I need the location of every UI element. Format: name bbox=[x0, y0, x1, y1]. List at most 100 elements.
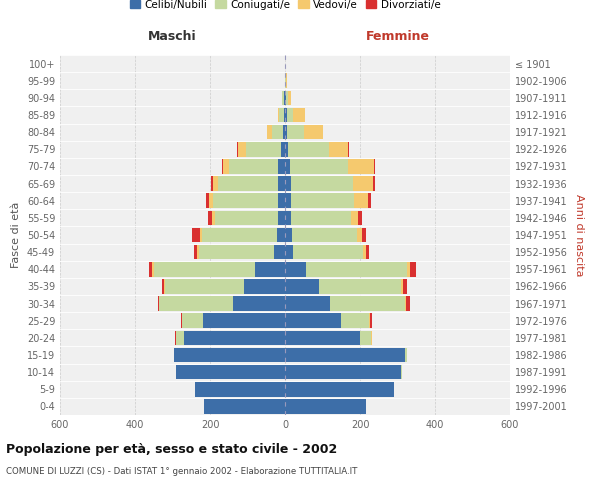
Bar bbox=[285, 228, 292, 242]
Bar bbox=[405, 348, 407, 362]
Bar bbox=[152, 262, 154, 276]
Bar bbox=[410, 262, 415, 276]
Bar bbox=[162, 279, 164, 293]
Bar bbox=[286, 90, 287, 105]
Bar bbox=[176, 330, 184, 345]
Bar bbox=[215, 210, 278, 225]
Bar bbox=[213, 176, 218, 191]
Bar bbox=[285, 159, 290, 174]
Bar bbox=[278, 108, 280, 122]
Bar bbox=[285, 365, 401, 380]
Bar bbox=[280, 108, 284, 122]
Bar bbox=[371, 330, 373, 345]
Bar bbox=[285, 262, 305, 276]
Y-axis label: Anni di nascita: Anni di nascita bbox=[574, 194, 584, 276]
Bar bbox=[203, 314, 285, 328]
Bar bbox=[293, 245, 362, 260]
Bar bbox=[285, 176, 290, 191]
Text: Maschi: Maschi bbox=[148, 30, 197, 43]
Bar bbox=[181, 314, 182, 328]
Bar bbox=[285, 210, 290, 225]
Bar bbox=[290, 159, 347, 174]
Bar bbox=[362, 228, 365, 242]
Bar bbox=[209, 194, 212, 208]
Bar bbox=[175, 330, 176, 345]
Bar bbox=[278, 210, 285, 225]
Bar bbox=[347, 159, 374, 174]
Bar bbox=[165, 279, 244, 293]
Bar bbox=[206, 194, 209, 208]
Bar bbox=[202, 228, 277, 242]
Bar bbox=[244, 279, 285, 293]
Bar bbox=[287, 90, 292, 105]
Bar bbox=[290, 210, 350, 225]
Bar bbox=[285, 296, 330, 311]
Bar bbox=[205, 399, 285, 413]
Bar bbox=[350, 210, 358, 225]
Bar bbox=[245, 142, 281, 156]
Bar bbox=[374, 159, 375, 174]
Bar bbox=[229, 159, 277, 174]
Bar bbox=[211, 176, 213, 191]
Bar bbox=[149, 262, 152, 276]
Bar bbox=[278, 194, 285, 208]
Bar bbox=[401, 279, 403, 293]
Bar bbox=[403, 279, 407, 293]
Bar bbox=[222, 159, 223, 174]
Bar bbox=[182, 314, 203, 328]
Bar bbox=[358, 228, 362, 242]
Bar bbox=[355, 194, 367, 208]
Bar bbox=[286, 74, 287, 88]
Text: Popolazione per età, sesso e stato civile - 2002: Popolazione per età, sesso e stato civil… bbox=[6, 442, 337, 456]
Bar bbox=[330, 296, 405, 311]
Bar bbox=[184, 330, 285, 345]
Bar bbox=[285, 90, 286, 105]
Bar bbox=[285, 382, 394, 396]
Bar bbox=[304, 125, 323, 140]
Legend: Celibi/Nubili, Coniugati/e, Vedovi/e, Divorziati/e: Celibi/Nubili, Coniugati/e, Vedovi/e, Di… bbox=[125, 0, 445, 14]
Bar bbox=[277, 159, 285, 174]
Bar bbox=[194, 245, 197, 260]
Bar bbox=[362, 245, 365, 260]
Bar bbox=[157, 296, 158, 311]
Bar bbox=[285, 142, 288, 156]
Bar bbox=[285, 399, 365, 413]
Bar bbox=[233, 296, 285, 311]
Bar bbox=[160, 296, 233, 311]
Bar bbox=[285, 125, 287, 140]
Bar bbox=[272, 125, 283, 140]
Bar bbox=[287, 125, 304, 140]
Bar bbox=[370, 314, 372, 328]
Bar bbox=[285, 108, 287, 122]
Bar bbox=[285, 314, 341, 328]
Bar bbox=[358, 210, 362, 225]
Bar bbox=[305, 262, 407, 276]
Bar bbox=[360, 330, 371, 345]
Bar bbox=[277, 176, 285, 191]
Bar bbox=[212, 194, 278, 208]
Bar bbox=[285, 245, 293, 260]
Bar bbox=[223, 159, 229, 174]
Bar bbox=[288, 142, 329, 156]
Bar bbox=[341, 314, 370, 328]
Bar bbox=[319, 279, 401, 293]
Bar bbox=[197, 245, 199, 260]
Bar bbox=[175, 348, 285, 362]
Bar bbox=[329, 142, 348, 156]
Bar bbox=[292, 228, 358, 242]
Bar bbox=[158, 296, 160, 311]
Text: Femmine: Femmine bbox=[365, 30, 430, 43]
Bar bbox=[238, 142, 245, 156]
Bar bbox=[283, 90, 284, 105]
Bar bbox=[283, 125, 285, 140]
Bar bbox=[365, 245, 370, 260]
Bar bbox=[293, 108, 305, 122]
Bar bbox=[285, 194, 290, 208]
Bar bbox=[285, 330, 360, 345]
Bar bbox=[199, 245, 274, 260]
Bar bbox=[200, 228, 202, 242]
Bar bbox=[290, 176, 353, 191]
Bar bbox=[195, 382, 285, 396]
Bar bbox=[176, 365, 285, 380]
Bar bbox=[281, 142, 285, 156]
